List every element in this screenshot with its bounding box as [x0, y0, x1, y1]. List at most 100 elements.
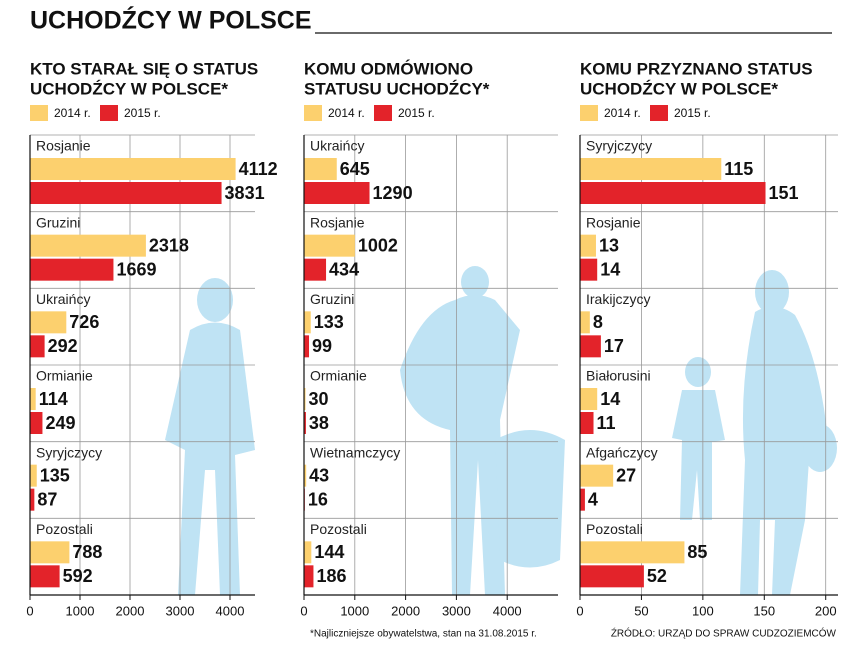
- bar: [580, 488, 585, 511]
- bar: [304, 182, 370, 204]
- bar: [580, 541, 685, 564]
- bar: [30, 335, 45, 358]
- silhouette: [755, 270, 789, 314]
- category-label: Syryjczycy: [586, 138, 652, 154]
- value-label: 99: [312, 336, 332, 356]
- bar: [30, 541, 70, 564]
- value-label: 186: [316, 566, 346, 586]
- bar: [304, 412, 306, 434]
- chart-title: KOMU PRZYZNANO STATUS: [580, 59, 813, 78]
- footnote: *Najliczniejsze obywatelstwa, stan na 31…: [310, 629, 537, 640]
- bar: [580, 388, 598, 410]
- bar: [30, 464, 37, 487]
- silhouette: [165, 322, 255, 595]
- bar: [580, 158, 722, 180]
- silhouette: [400, 295, 520, 595]
- bar: [580, 464, 614, 487]
- x-tick-label: 50: [634, 603, 648, 618]
- chart-title: KTO STARAŁ SIĘ O STATUS: [30, 59, 258, 78]
- value-label: 85: [687, 542, 707, 562]
- bar: [30, 565, 60, 588]
- category-label: Ormianie: [310, 368, 367, 384]
- category-label: Ukraińcy: [36, 291, 90, 307]
- value-label: 592: [63, 566, 93, 586]
- category-label: Rosjanie: [310, 214, 365, 230]
- value-label: 726: [69, 312, 99, 332]
- chart-title: STATUSU UCHODŹCY*: [304, 79, 490, 98]
- value-label: 135: [40, 465, 70, 485]
- value-label: 14: [600, 259, 620, 279]
- value-label: 38: [309, 413, 329, 433]
- value-label: 4112: [239, 159, 278, 179]
- silhouette: [495, 430, 565, 568]
- value-label: 144: [314, 542, 344, 562]
- silhouette: [672, 390, 725, 520]
- page-title: UCHODŹCY W POLSCE: [30, 6, 312, 35]
- bar: [304, 258, 327, 281]
- chart-title: UCHODŹCY W POLSCE*: [30, 79, 228, 98]
- bar: [30, 158, 236, 180]
- value-label: 1002: [358, 235, 398, 255]
- x-tick-label: 0: [576, 603, 583, 618]
- value-label: 30: [309, 389, 329, 409]
- category-label: Rosjanie: [586, 214, 641, 230]
- x-tick-label: 2000: [116, 603, 145, 618]
- bar: [304, 335, 310, 358]
- legend-label: 2014 r.: [604, 106, 641, 120]
- value-label: 4: [588, 489, 598, 509]
- silhouette: [461, 266, 489, 298]
- bar: [30, 258, 114, 281]
- category-label: Gruzini: [36, 214, 80, 230]
- x-tick-label: 0: [26, 603, 33, 618]
- bar: [30, 388, 36, 410]
- legend-label: 2014 r.: [54, 106, 91, 120]
- bar: [580, 412, 594, 434]
- legend-swatch: [304, 105, 322, 121]
- value-label: 13: [599, 235, 619, 255]
- value-label: 14: [600, 389, 620, 409]
- bar: [580, 182, 766, 204]
- value-label: 43: [309, 465, 329, 485]
- category-label: Irakijczycy: [586, 291, 651, 307]
- bar: [30, 311, 67, 334]
- category-label: Pozostali: [586, 521, 643, 537]
- value-label: 27: [616, 465, 636, 485]
- category-label: Syryjczycy: [36, 444, 102, 460]
- chart-title: KOMU ODMÓWIONO: [304, 59, 473, 78]
- x-tick-label: 150: [753, 603, 775, 618]
- value-label: 115: [724, 159, 753, 179]
- value-label: 249: [45, 413, 75, 433]
- bar: [580, 311, 590, 334]
- category-label: Pozostali: [36, 521, 93, 537]
- value-label: 8: [593, 312, 603, 332]
- x-tick-label: 3000: [166, 603, 195, 618]
- x-tick-label: 4000: [216, 603, 245, 618]
- value-label: 292: [48, 336, 78, 356]
- silhouette: [685, 357, 711, 387]
- bar: [304, 158, 337, 180]
- bar: [304, 565, 314, 588]
- x-tick-label: 1000: [340, 603, 369, 618]
- value-label: 151: [769, 183, 799, 203]
- category-label: Gruzini: [310, 291, 354, 307]
- legend-swatch: [374, 105, 392, 121]
- silhouette: [197, 278, 233, 322]
- value-label: 17: [604, 336, 624, 356]
- category-label: Pozostali: [310, 521, 367, 537]
- legend-swatch: [580, 105, 598, 121]
- category-label: Ormianie: [36, 368, 93, 384]
- legend-swatch: [650, 105, 668, 121]
- value-label: 2318: [149, 235, 189, 255]
- value-label: 434: [329, 259, 359, 279]
- x-tick-label: 0: [300, 603, 307, 618]
- value-label: 1290: [373, 183, 413, 203]
- value-label: 16: [308, 489, 328, 509]
- source: ŹRÓDŁO: URZĄD DO SPRAW CUDZOZIEMCÓW: [611, 627, 837, 640]
- bar: [304, 464, 307, 487]
- x-tick-label: 3000: [442, 603, 471, 618]
- bar: [580, 258, 598, 281]
- value-label: 133: [314, 312, 344, 332]
- value-label: 3831: [225, 183, 265, 203]
- bar: [304, 388, 306, 410]
